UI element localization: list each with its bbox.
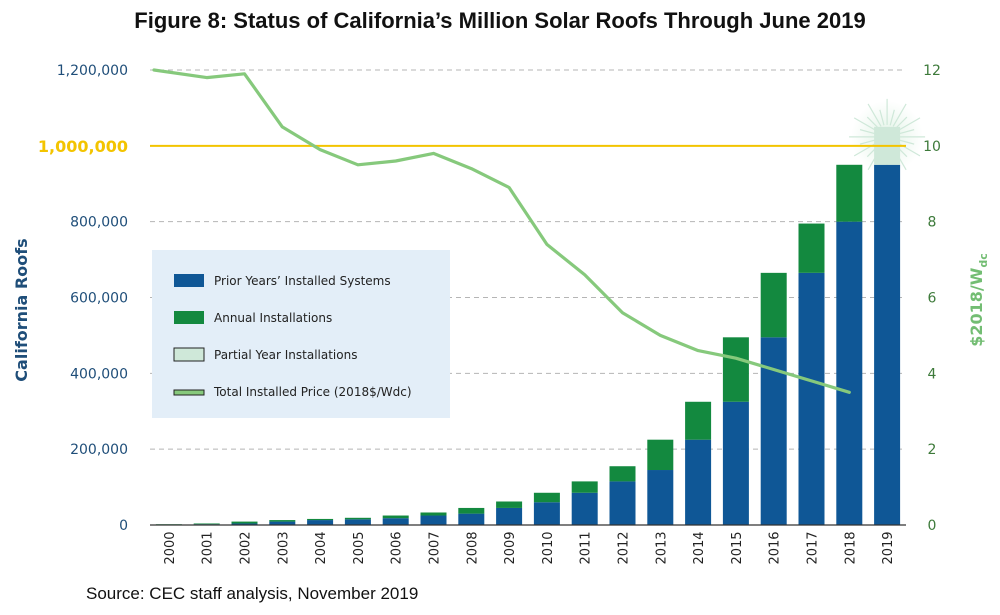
legend-swatch-partial <box>173 347 205 362</box>
y-tick-label: 0 <box>119 518 128 534</box>
bar-prior-2005 <box>344 519 371 525</box>
bar-annual-2001 <box>193 523 220 525</box>
bar-prior-2010 <box>533 502 560 525</box>
bar-prior-2002 <box>231 523 258 525</box>
x-tick-label: 2012 <box>617 531 632 564</box>
legend-swatch-prior <box>174 274 204 287</box>
legend-label-price: Total Installed Price (2018$/Wdc) <box>213 385 412 399</box>
y2-tick-label: 12 <box>923 63 941 79</box>
bar-prior-2018 <box>836 221 863 525</box>
bar-annual-2018 <box>836 164 863 222</box>
y2-tick-label: 0 <box>928 518 937 534</box>
y2-tick-label: 4 <box>928 366 937 382</box>
bar-prior-2011 <box>571 492 598 525</box>
x-tick-label: 2017 <box>806 531 821 564</box>
x-tick-label: 2002 <box>239 531 254 564</box>
bar-prior-2019 <box>874 164 901 525</box>
bar-prior-2008 <box>458 513 485 525</box>
y2-tick-label: 2 <box>928 442 937 458</box>
bar-annual-2011 <box>571 481 598 493</box>
bar-annual-2005 <box>344 517 371 520</box>
x-tick-label: 2000 <box>163 531 178 564</box>
bar-prior-2006 <box>382 518 409 525</box>
sunburst-ray <box>867 103 882 127</box>
bar-annual-2017 <box>798 223 825 273</box>
x-tick-label: 2010 <box>541 531 556 564</box>
x-tick-label: 2005 <box>352 531 367 564</box>
bar-prior-2004 <box>307 520 334 525</box>
sunburst-ray <box>898 129 915 135</box>
y-tick-label: 400,000 <box>70 366 128 382</box>
bar-prior-2003 <box>269 521 296 525</box>
bar-annual-2006 <box>382 515 409 519</box>
legend-swatch-price <box>173 389 205 396</box>
y-tick-label: 1,200,000 <box>57 63 128 79</box>
sunburst-ray <box>859 139 876 145</box>
bar-prior-2014 <box>685 439 712 525</box>
x-tick-label: 2015 <box>730 531 745 564</box>
chart-title: Figure 8: Status of California’s Million… <box>134 8 866 33</box>
x-tick-label: 2008 <box>465 531 480 564</box>
sunburst-ray <box>892 103 907 127</box>
bar-annual-2015 <box>722 337 749 402</box>
sunburst-ray <box>898 139 915 145</box>
x-tick-label: 2003 <box>276 531 291 564</box>
bar-annual-2016 <box>760 272 787 338</box>
y2-tick-label: 8 <box>928 215 937 231</box>
x-tick-label: 2013 <box>654 531 669 564</box>
bar-annual-2009 <box>496 501 523 508</box>
y-tick-label: 600,000 <box>70 291 128 307</box>
legend-label-prior: Prior Years’ Installed Systems <box>214 274 391 288</box>
y2-tick-label: 6 <box>928 291 937 307</box>
sunburst-ray <box>889 109 895 126</box>
sunburst-ray <box>895 116 908 129</box>
y-tick-label: 800,000 <box>70 215 128 231</box>
bar-annual-2012 <box>609 466 636 482</box>
y-tick-label: 200,000 <box>70 442 128 458</box>
sunburst-ray <box>897 117 921 132</box>
x-tick-label: 2007 <box>428 531 443 564</box>
bar-prior-2017 <box>798 272 825 525</box>
bar-annual-2008 <box>458 507 485 514</box>
bar-prior-2012 <box>609 481 636 525</box>
bar-annual-2002 <box>231 521 258 524</box>
bar-prior-2007 <box>420 515 447 525</box>
y-axis-title: California Roofs <box>12 238 31 381</box>
x-tick-label: 2011 <box>579 531 594 564</box>
x-tick-label: 2009 <box>503 531 518 564</box>
bar-annual-2013 <box>647 439 674 471</box>
sunburst-ray <box>866 116 880 129</box>
x-tick-label: 2016 <box>768 531 783 564</box>
y2-axis-title-sub: dc <box>977 253 990 267</box>
x-tick-label: 2014 <box>692 531 707 564</box>
bar-annual-2014 <box>685 401 712 440</box>
sunburst-ray <box>879 109 885 126</box>
x-tick-label: 2018 <box>843 531 858 564</box>
bar-annual-2010 <box>533 492 560 503</box>
legend-swatch-annual <box>174 311 204 324</box>
x-tick-label: 2001 <box>201 531 216 564</box>
bar-annual-2004 <box>307 518 334 521</box>
sunburst-ray <box>859 129 876 135</box>
bar-prior-2013 <box>647 470 674 525</box>
bar-annual-2003 <box>269 520 296 522</box>
legend-label-partial: Partial Year Installations <box>214 348 357 362</box>
bar-annual-2007 <box>420 512 447 516</box>
source-note: Source: CEC staff analysis, November 201… <box>86 584 419 603</box>
x-tick-label: 2019 <box>881 531 896 564</box>
x-tick-label: 2004 <box>314 531 329 564</box>
x-tick-label: 2006 <box>390 531 405 564</box>
bar-prior-2015 <box>722 401 749 525</box>
target-label: 1,000,000 <box>38 137 128 156</box>
y2-axis-title: $2018/Wdc <box>967 253 990 347</box>
y2-axis-title-main: $2018/W <box>967 267 986 347</box>
bar-prior-2009 <box>496 507 523 525</box>
legend-label-annual: Annual Installations <box>214 311 332 325</box>
price-line <box>152 68 851 394</box>
sunburst-ray <box>853 117 878 132</box>
y2-tick-label: 10 <box>923 139 941 155</box>
